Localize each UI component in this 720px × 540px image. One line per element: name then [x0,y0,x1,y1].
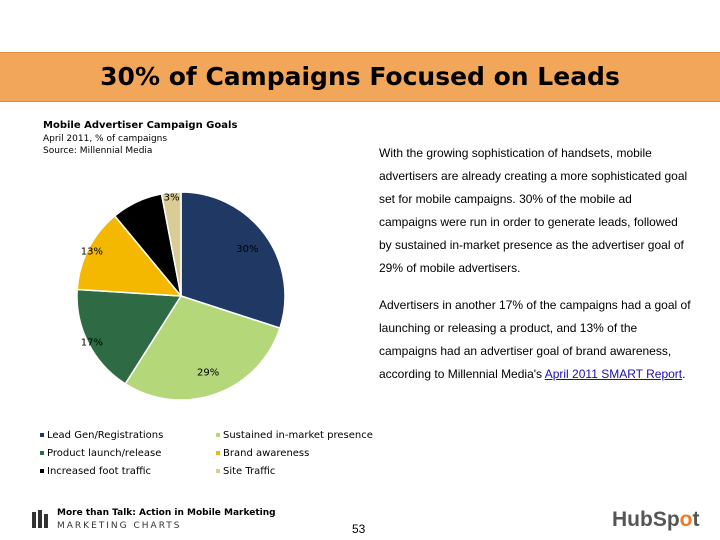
footer-tagline: More than Talk: Action in Mobile Marketi… [57,508,276,518]
description-paragraph-2: Advertisers in another 17% of the campai… [379,294,691,386]
pie-slice-lead-gen-registrations [180,191,286,330]
pie-label-product-launch-release: 17% [81,337,103,348]
description-p2-end: . [682,367,686,381]
legend-item-product-launch: Product launch/release [40,448,161,459]
legend-swatch [216,451,220,455]
marketing-charts-logo-icon [32,510,48,528]
pie-chart: 30% 29% 17% 13% 8% 3% [76,191,286,401]
title-bar: 30% of Campaigns Focused on Leads [0,52,720,102]
pie-label-sustained-in-market-presence: 29% [197,367,219,378]
legend-item-site-traffic: Site Traffic [216,466,275,477]
legend-swatch [216,469,220,473]
hubspot-logo: HubSpot [612,508,700,531]
description-p2-start: Advertisers in another 17% of the campai… [379,298,691,381]
pie-slice-site-traffic [160,191,182,297]
chart-subtitle: April 2011, % of campaigns [43,134,168,144]
page-number: 53 [352,522,366,536]
chart-source: Source: Millennial Media [43,146,153,156]
pie-label-lead-gen-registrations: 30% [236,244,258,255]
chart-title: Mobile Advertiser Campaign Goals [43,120,238,131]
legend-item-sustained: Sustained in-market presence [216,430,373,441]
pie-slice-sustained-in-market-presence [124,295,281,401]
legend-item-foot-traffic: Increased foot traffic [40,466,151,477]
legend-swatch [40,433,44,437]
legend-item-lead-gen: Lead Gen/Registrations [40,430,163,441]
legend-swatch [216,433,220,437]
legend-swatch [40,451,44,455]
footer-brand: MARKETING CHARTS [57,521,182,531]
pie-label-increased-foot-traffic: 8% [132,205,148,216]
slide-title: 30% of Campaigns Focused on Leads [100,62,620,91]
pie-slice-product-launch-release [76,288,183,385]
legend-swatch [40,469,44,473]
description-paragraph-1: With the growing sophistication of hands… [379,146,688,275]
pie-label-brand-awareness: 13% [81,247,103,258]
description-text: With the growing sophistication of hands… [379,142,691,400]
legend-item-brand-awareness: Brand awareness [216,448,309,459]
pie-slice-brand-awareness [76,214,183,297]
smart-report-link[interactable]: April 2011 SMART Report [544,367,683,381]
pie-label-site-traffic: 3% [164,192,180,203]
